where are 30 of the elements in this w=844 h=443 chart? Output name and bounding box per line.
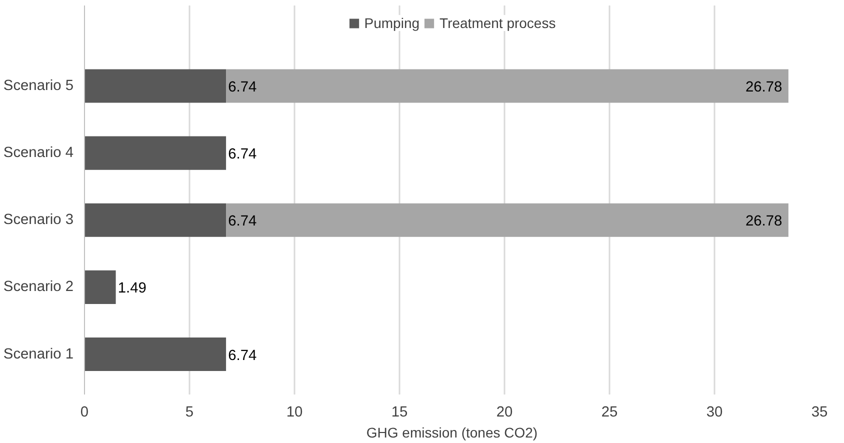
y-tick-label: Scenario 1 xyxy=(3,346,74,362)
y-tick-label: Scenario 4 xyxy=(3,145,74,162)
x-tick-label: 0 xyxy=(80,404,89,420)
data-label: 26.78 xyxy=(745,214,782,230)
x-tick-label: 10 xyxy=(286,404,303,420)
data-label: 26.78 xyxy=(745,79,782,96)
bar xyxy=(84,270,116,304)
x-tick-label: 35 xyxy=(811,404,828,420)
data-label: 6.74 xyxy=(228,348,257,364)
bar xyxy=(84,337,226,372)
data-label: 6.74 xyxy=(228,146,257,163)
bar xyxy=(226,203,788,237)
bar xyxy=(84,136,226,170)
bar xyxy=(84,203,226,237)
x-tick-label: 15 xyxy=(391,404,408,420)
legend-label: Pumping xyxy=(364,15,420,31)
x-axis-title: GHG emission (tones CO2) xyxy=(366,424,538,440)
x-tick-label: 30 xyxy=(706,404,723,420)
y-tick-label: Scenario 2 xyxy=(3,279,74,296)
x-tick-label: 20 xyxy=(496,404,513,420)
data-label: 1.49 xyxy=(118,280,146,297)
data-label: 6.74 xyxy=(228,214,257,230)
legend-label: Treatment process xyxy=(440,15,556,31)
data-label: 6.74 xyxy=(228,79,257,96)
x-tick-label: 25 xyxy=(601,404,618,420)
bar xyxy=(84,69,226,103)
y-tick-label: Scenario 5 xyxy=(3,78,74,94)
x-tick-label: 5 xyxy=(185,404,194,420)
y-tick-label: Scenario 3 xyxy=(3,212,74,228)
bar xyxy=(226,69,788,103)
